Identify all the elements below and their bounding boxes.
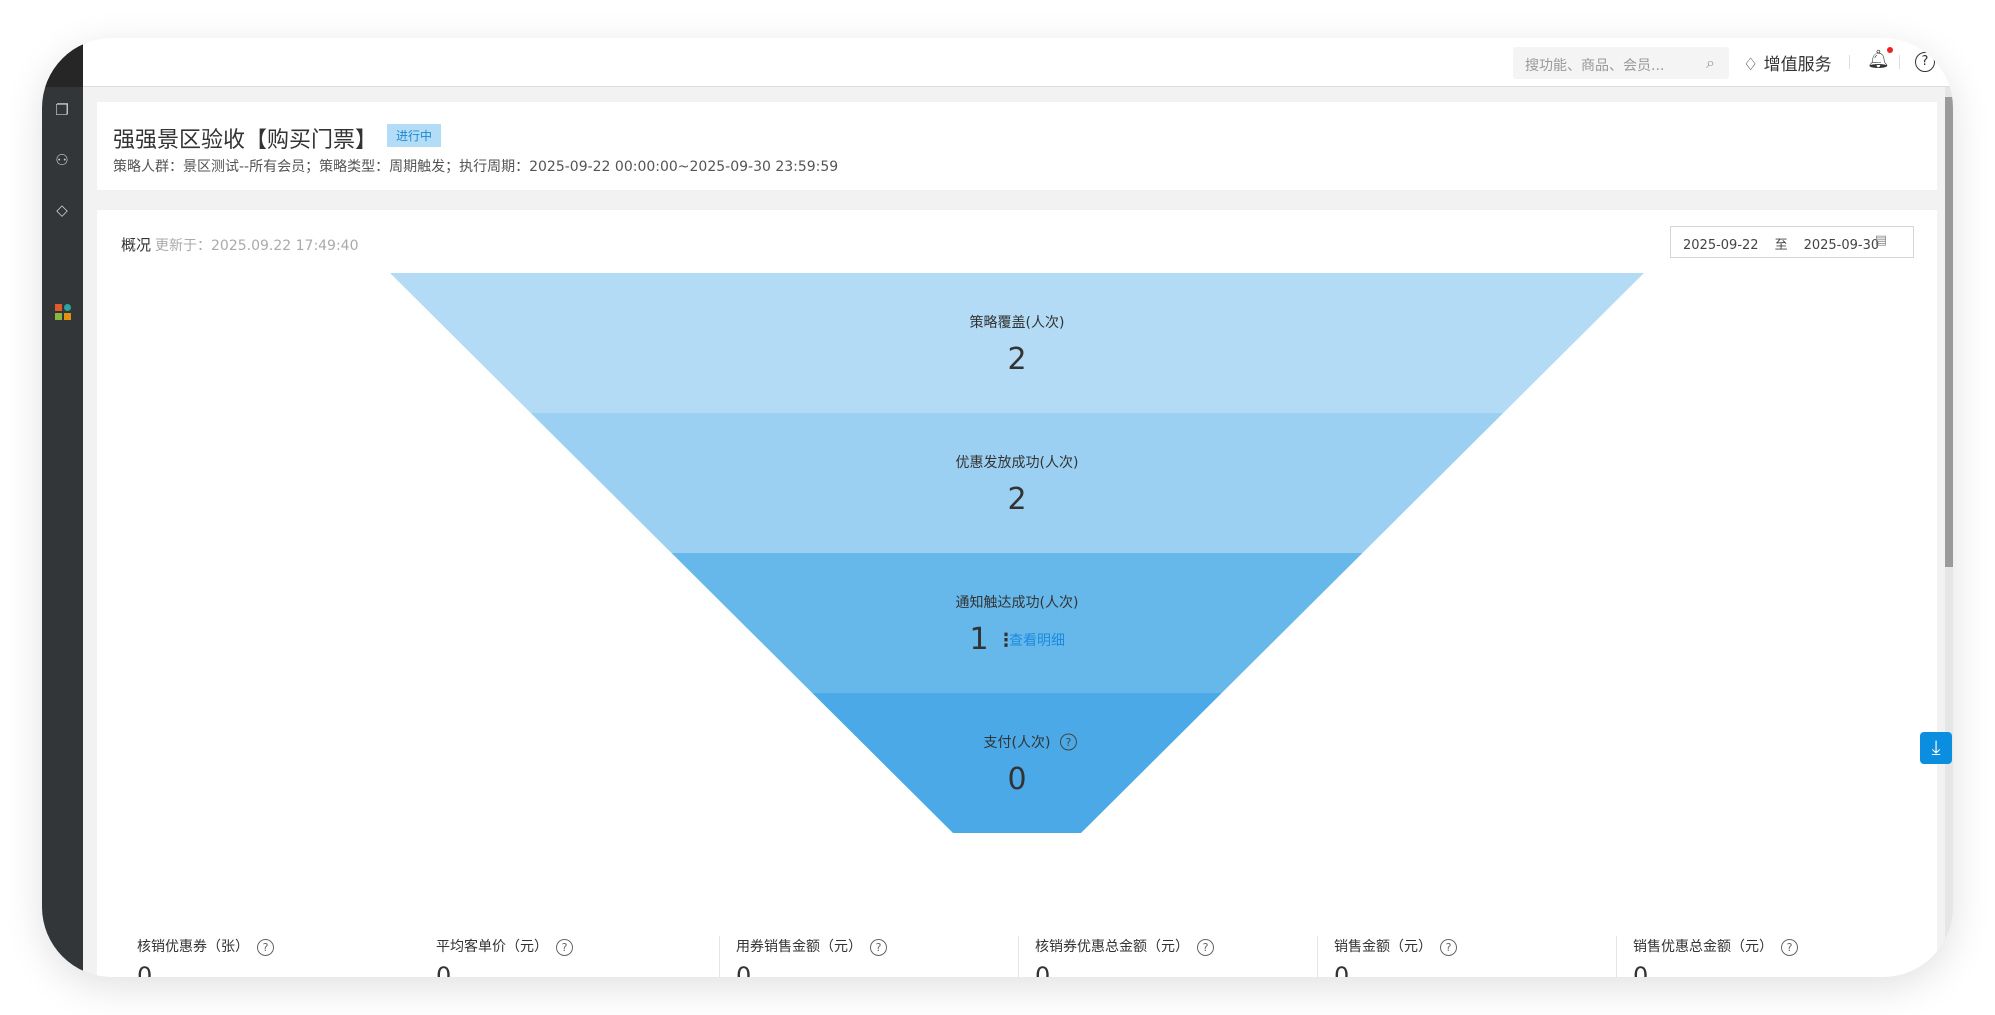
value-added-label: 增值服务 — [1763, 55, 1832, 75]
funnel-stage-label: 策略覆盖(人次) — [970, 314, 1065, 331]
stat-2: 用券销售金额（元）? 0 — [719, 936, 887, 977]
members-icon[interactable]: ⚇ — [55, 151, 69, 169]
app-window: ❐ ⚇ ◇ 搜功能、商品、会员...⌕ ♢ 增值服务 🔔︎ ? ◔ 强强景区验收… — [42, 38, 1953, 977]
overview-heading: 概况 更新于：2025.09.22 17:49:40 — [121, 234, 359, 255]
funnel-stage-value: 2 — [1007, 342, 1026, 377]
notification-dot — [1886, 47, 1893, 53]
stat-value: 0 — [436, 962, 452, 977]
pages-icon[interactable]: ❐ — [55, 101, 69, 119]
stat-label: 平均客单价（元） — [436, 939, 548, 955]
overview-card: 概况 更新于：2025.09.22 17:49:40 2025-09-22 至 202… — [97, 210, 1937, 977]
updated-time: 更新于：2025.09.22 17:49:40 — [155, 238, 359, 254]
funnel-stage — [530, 413, 1504, 553]
strategy-header: 强强景区验收【购买门票】 进行中 策略人群：景区测试--所有会员；策略类型：周期… — [97, 102, 1937, 190]
stat-label: 销售优惠总金额（元） — [1633, 939, 1773, 955]
stat-label: 核销券优惠总金额（元） — [1035, 939, 1189, 955]
funnel-stage-label: 通知触达成功(人次) — [956, 594, 1079, 611]
download-icon: ⤓ — [1931, 735, 1941, 759]
funnel-stage-value: 0 — [1007, 762, 1026, 797]
apps-icon[interactable] — [55, 304, 71, 320]
view-details-link[interactable]: 查看明细 — [1009, 633, 1065, 649]
stat-label: 销售金额（元） — [1334, 939, 1432, 955]
diamond-icon: ♢ — [1743, 55, 1759, 75]
stat-value: 0 — [1334, 962, 1350, 977]
funnel-chart: 策略覆盖(人次) 2 优惠发放成功(人次) 2 通知触达成功(人次) 1 ⋮查看明细支付(人… — [390, 273, 1644, 833]
funnel-stage-value: 2 — [1007, 482, 1026, 517]
stat-0: 核销优惠券（张）? 0 — [137, 936, 274, 977]
stat-value: 0 — [1633, 962, 1649, 977]
help-icon[interactable]: ? — [1440, 939, 1457, 956]
funnel-stage — [671, 553, 1363, 693]
divider — [1949, 55, 1950, 69]
date-separator: 至 — [1774, 238, 1788, 253]
scrollbar-thumb[interactable] — [1945, 97, 1953, 567]
stat-label: 核销优惠券（张） — [137, 939, 249, 955]
help-icon-glyph: ? — [1066, 736, 1072, 749]
logo — [42, 38, 83, 87]
sidebar: ❐ ⚇ ◇ — [42, 38, 83, 977]
help-icon[interactable]: ? — [870, 939, 887, 956]
scrollbar[interactable] — [1945, 87, 1953, 977]
value-added-button[interactable]: ♢ 增值服务 — [1743, 50, 1832, 75]
stat-value: 0 — [736, 962, 752, 977]
stat-4: 销售金额（元）? 0 — [1317, 936, 1457, 977]
stat-1: 平均客单价（元）? 0 — [436, 936, 573, 977]
help-icon[interactable]: ? — [257, 939, 274, 956]
stat-5: 销售优惠总金额（元）? 0 — [1616, 936, 1798, 977]
help-icon[interactable]: ? — [1781, 939, 1798, 956]
funnel-stage — [812, 693, 1222, 833]
stat-3: 核销券优惠总金额（元）? 0 — [1018, 936, 1214, 977]
help-icon[interactable]: ? — [1197, 939, 1214, 956]
search-input[interactable]: 搜功能、商品、会员... ⌕ — [1513, 47, 1729, 79]
more-icon: ⋮ — [997, 630, 1015, 651]
tag-icon[interactable]: ◇ — [56, 201, 68, 219]
divider — [1899, 55, 1900, 69]
page-title: 强强景区验收【购买门票】 — [113, 128, 378, 153]
date-range-picker[interactable]: 2025-09-22 至 2025-09-30 ▤ — [1670, 226, 1914, 258]
stat-value: 0 — [1035, 962, 1051, 977]
status-badge: 进行中 — [387, 124, 442, 147]
search-icon: ⌕ — [1706, 53, 1715, 72]
funnel-stage-value: 1 — [969, 622, 988, 657]
help-icon[interactable]: ? — [1915, 52, 1935, 72]
date-end[interactable]: 2025-09-30 — [1803, 238, 1880, 253]
bell-icon[interactable]: 🔔︎ — [1867, 47, 1893, 70]
help-icon[interactable]: ? — [556, 939, 573, 956]
funnel-stage-label: 优惠发放成功(人次) — [956, 455, 1079, 471]
calendar-icon[interactable]: ▤ — [1874, 233, 1887, 248]
strategy-meta: 策略人群：景区测试--所有会员；策略类型：周期触发；执行周期：2025-09-2… — [113, 159, 839, 175]
date-start[interactable]: 2025-09-22 — [1683, 238, 1759, 253]
top-bar: 搜功能、商品、会员...⌕ ♢ 增值服务 🔔︎ ? ◔ — [83, 38, 1953, 87]
divider — [1849, 55, 1850, 69]
overview-title: 概况 — [121, 236, 152, 254]
help-icon[interactable] — [1059, 733, 1077, 751]
stat-label: 用券销售金额（元） — [736, 939, 862, 955]
funnel-stage — [390, 273, 1644, 413]
funnel-stage-label: 支付(人次) — [984, 735, 1051, 751]
stat-value: 0 — [137, 962, 153, 977]
download-button[interactable]: ⤓ — [1920, 732, 1952, 764]
